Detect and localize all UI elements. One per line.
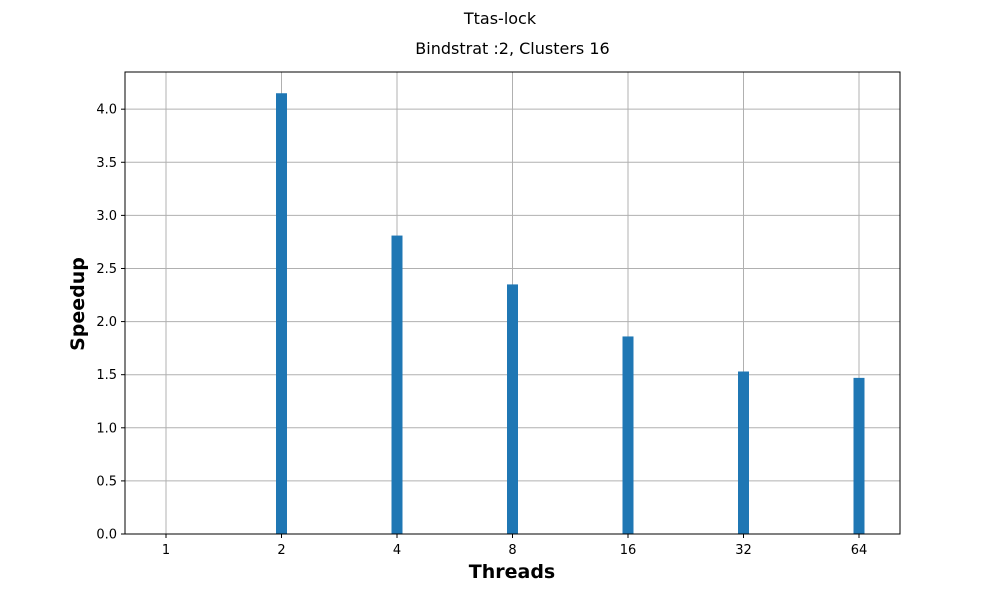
y-tick-label: 1.5 (96, 368, 117, 383)
y-tick-label: 1.0 (96, 421, 117, 436)
x-tick-label: 2 (277, 543, 285, 558)
x-tick-label: 32 (735, 543, 752, 558)
y-axis-label: Speedup (67, 257, 89, 351)
y-tick-label: 3.5 (96, 156, 117, 171)
x-axis-label: Threads (469, 561, 555, 583)
bar-threads-8 (507, 284, 518, 534)
y-tick-label: 0.5 (96, 474, 117, 489)
x-axis-ticks: 1 2 4 8 16 32 64 (162, 534, 867, 558)
bar-threads-4 (391, 235, 403, 534)
x-tick-label: 8 (508, 543, 516, 558)
x-tick-label: 64 (851, 543, 868, 558)
y-tick-label: 2.0 (96, 315, 117, 330)
y-tick-label: 2.5 (96, 262, 117, 277)
y-tick-label: 0.0 (96, 528, 117, 543)
chart-suptitle: Ttas-lock (463, 9, 537, 28)
chart-title: Bindstrat :2, Clusters 16 (415, 39, 609, 58)
x-tick-label: 1 (162, 543, 170, 558)
bars (276, 93, 865, 534)
y-tick-label: 3.0 (96, 209, 117, 224)
y-tick-label: 4.0 (96, 103, 117, 118)
bar-threads-64 (853, 377, 865, 534)
bar-threads-32 (738, 371, 749, 534)
bar-threads-2 (276, 93, 287, 534)
x-tick-label: 16 (620, 543, 637, 558)
y-axis-ticks: 0.0 0.5 1.0 1.5 2.0 2.5 3.0 3.5 4.0 (96, 103, 125, 543)
bar-threads-16 (622, 336, 634, 534)
x-tick-label: 4 (393, 543, 401, 558)
